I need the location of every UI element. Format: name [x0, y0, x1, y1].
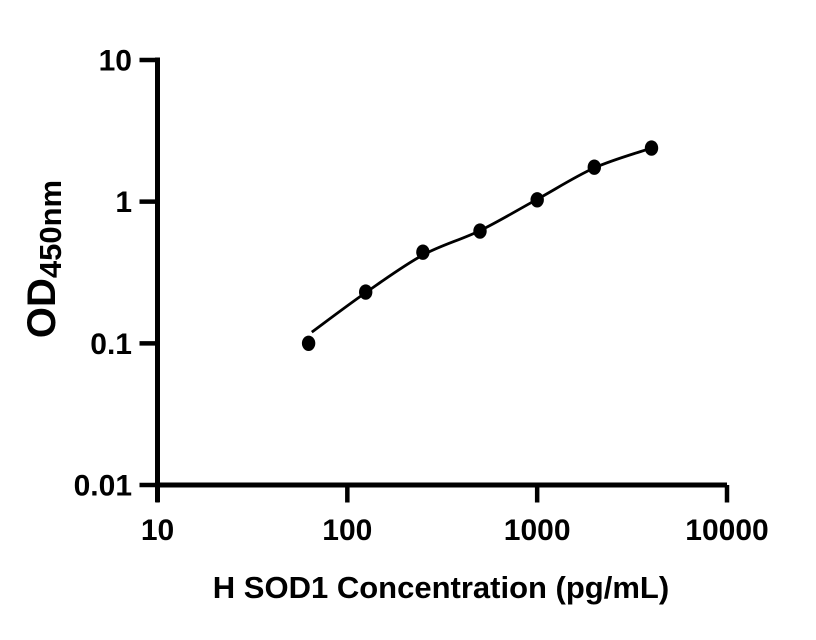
y-axis-title: OD450nm: [20, 180, 68, 338]
data-points-group: [301, 140, 659, 351]
data-point: [359, 284, 373, 300]
data-point: [473, 223, 487, 239]
y-axis-title-subscript: 450nm: [33, 180, 68, 278]
data-point: [530, 192, 544, 208]
y-tick-label: 0.01: [74, 470, 132, 503]
tick-labels-group: 10 1 0.1 0.01 10 100 1000 10000: [74, 45, 769, 548]
y-tick-label: 1: [115, 186, 132, 219]
x-tick-label: 1000: [504, 514, 571, 547]
x-tick-label: 100: [322, 514, 372, 547]
data-point: [644, 140, 659, 156]
x-axis-title: H SOD1 Concentration (pg/mL): [213, 570, 669, 605]
data-point: [416, 244, 430, 260]
x-tick-label: 10000: [685, 514, 768, 547]
data-point: [587, 159, 601, 175]
y-axis-title-main: OD: [20, 278, 64, 338]
fit-curve: [310, 146, 652, 334]
y-tick-label: 0.1: [90, 328, 132, 361]
data-point: [301, 335, 316, 351]
axes-group: [139, 57, 730, 503]
x-tick-label: 10: [141, 514, 174, 547]
fit-curve-group: [310, 146, 652, 334]
y-tick-label: 10: [99, 45, 132, 78]
